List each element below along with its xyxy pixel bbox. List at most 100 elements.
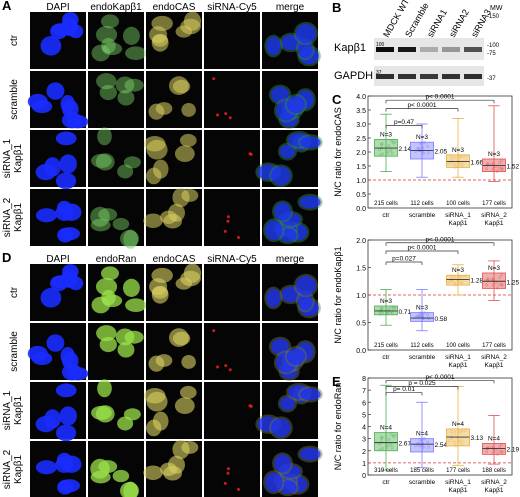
nucleus [100,266,120,281]
data-point [490,446,494,450]
row-label: scramble [9,331,20,372]
western-blot: B MDCK WTScramblesiRNA1siRNA2siRNA3MWKapβ… [332,0,503,86]
kap-band [398,47,416,52]
data-point [458,275,462,279]
median-label: 2.19 [507,446,520,453]
count-label: 185 cells [410,468,434,474]
category-label-line: scramble [409,354,436,361]
nucleus [152,159,169,179]
nucleus [160,462,177,476]
data-point [500,284,504,287]
nucleus [271,166,291,186]
category-label-line: Kapβ1 [449,220,468,227]
nucleus [143,465,163,481]
row-label: siRNA_2Kapβ1 [2,449,24,489]
nucleus [151,286,169,304]
nucleus [181,354,196,369]
category-label-line: Kapβ1 [449,362,468,369]
nucleus [115,76,135,94]
nucleus [179,385,197,399]
nucleus [281,286,301,303]
nucleus [123,156,141,169]
nucleus [95,153,115,171]
median-label: 2.14 [399,146,412,153]
nucleus [169,328,189,348]
category-label: scramble [409,354,436,361]
data-point [485,283,489,287]
nucleus [274,202,291,221]
row-label-line: Kapβ1 [13,396,24,426]
data-point [450,430,453,433]
category-label-line: siRNA_1 [445,212,471,219]
column-header: DAPI [46,2,69,13]
nucleus [174,145,195,163]
box [482,443,506,455]
p-value-label: p = 0.025 [408,380,436,387]
gapdh-band [464,74,482,79]
median-label: 2.67 [399,441,412,448]
nucleus [62,11,79,28]
gapdh-band [420,74,438,79]
y-tick-label: 2.5 [356,136,366,143]
image-tile [204,441,260,497]
nucleus [97,379,112,398]
nucleus [115,328,135,346]
data-point [457,281,461,284]
median-label: 1.25 [507,279,520,286]
y-tick-label: 2.0 [356,238,366,245]
y-tick-label: 3 [362,437,366,444]
category-label-line: siRNA_2 [481,354,507,361]
nucleus [278,228,297,243]
row-label-line: siRNA_1 [2,390,13,430]
y-tick-label: 1.5 [356,266,366,273]
nucleus [96,73,117,90]
nucleus [67,366,89,381]
y-axis-label: N/C ratio for endoKapβ1 [333,246,343,343]
n-label: N=3 [488,151,500,158]
nucleus [299,195,321,209]
row-label: scramble [9,79,20,120]
nucleus [123,229,139,249]
chart-endoran: E 0 1 2 3 4 5 6 7 8 N/C ratio for endoRan 2.67 N=4 31… [332,374,520,494]
nucleus [55,424,77,442]
category-label: ctr [382,354,390,361]
nucleus [67,114,89,129]
panel-letter: B [332,0,341,15]
cy5-dot [236,236,240,240]
data-point [421,445,425,449]
count-label: 215 cells [374,343,398,349]
data-point [497,450,501,453]
column-header: merge [276,254,305,265]
data-point [387,438,391,442]
n-label: N=3 [452,147,464,154]
nucleus [279,396,295,411]
nucleus [122,278,140,297]
row-label-line: Kapβ1 [13,203,24,233]
category-label-line: siRNA_1 [445,479,471,486]
data-point [387,144,391,148]
n-label: N=4 [488,435,500,442]
data-point [498,161,502,165]
nucleus [297,292,313,311]
n-label: N=3 [380,298,392,305]
kap-band [376,47,394,52]
nucleus [35,208,57,223]
category-label-line: scramble [409,479,436,486]
image-tile [88,189,144,246]
row-label-line: siRNA_2 [2,449,13,489]
p-value-label: p< 0.0001 [425,94,454,101]
kap-band [420,47,438,52]
nucleus [274,454,291,473]
count-label: 112 cells [410,201,433,207]
count-label: 177 cells [446,468,470,474]
data-point [380,143,384,147]
data-point [392,434,395,438]
category-label: siRNA_2 Kapβ1 [481,212,507,227]
data-point [453,275,457,279]
data-point [500,273,503,277]
y-tick-label: 1.0 [356,178,366,185]
nucleus [91,153,112,168]
nucleus [265,220,283,241]
data-point [390,151,394,155]
